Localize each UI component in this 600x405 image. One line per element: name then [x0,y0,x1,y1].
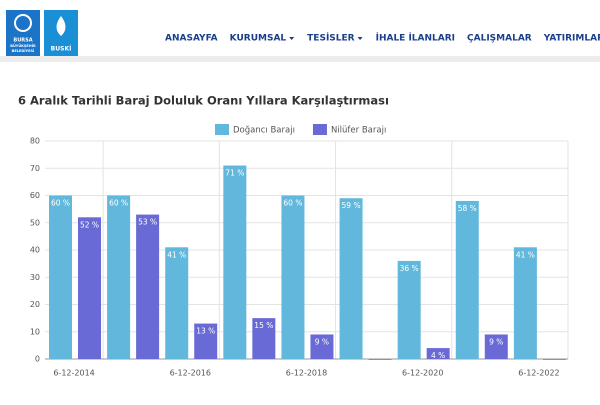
value-label: 59 % [342,201,361,210]
bar [339,198,363,359]
y-tick-label: 70 [30,164,40,173]
bar [542,359,566,360]
y-tick-label: 60 [30,191,40,200]
dropdown-caret [357,37,363,40]
value-label: 58 % [458,204,477,213]
y-tick-label: 40 [30,246,40,255]
bar [513,247,537,359]
nav-item[interactable]: KURUMSAL [230,34,287,44]
nav-item[interactable]: ANASAYFA [165,34,218,44]
y-tick-label: 10 [30,327,40,336]
x-tick-label: 6-12-2016 [170,369,211,378]
value-label: 60 % [51,199,70,208]
value-label: 71 % [225,169,244,178]
legend-label: Doğancı Barajı [233,126,295,136]
value-label: 36 % [400,264,419,273]
bar [281,195,305,359]
logo-text: BÜYÜKŞEHİR [10,43,36,48]
x-tick-label: 6-12-2020 [402,369,443,378]
bar [223,165,247,359]
bar [252,318,276,359]
nav-item[interactable]: ÇALIŞMALAR [467,34,532,44]
x-tick-label: 6-12-2014 [53,369,94,378]
legend-label: Nilüfer Barajı [331,126,386,136]
value-label: 4 % [431,351,445,360]
bar [310,334,334,359]
bar [136,214,160,359]
value-label: 13 % [196,327,215,336]
bar [455,200,479,359]
logo-bursa[interactable] [6,10,40,56]
nav-item[interactable]: YATIRIMLAR [543,34,600,44]
bar [426,348,450,359]
bar [107,195,131,359]
header [0,0,600,56]
bar [49,195,72,359]
bar [78,217,101,359]
y-tick-label: 50 [30,218,40,227]
bar [194,323,218,359]
header-shadow [0,56,600,62]
logo-text: BURSA [13,38,32,44]
value-label: 53 % [138,218,157,227]
nav-item[interactable]: TESİSLER [307,33,354,44]
legend-swatch [215,124,229,135]
dropdown-caret [289,37,295,40]
bar [165,247,189,359]
logo-emblem [14,14,32,32]
y-tick-label: 20 [30,300,40,309]
x-tick-label: 6-12-2018 [286,369,327,378]
chart-title: 6 Aralık Tarihli Baraj Doluluk Oranı Yıl… [18,94,389,108]
value-label: 60 % [109,199,128,208]
legend-swatch [312,124,327,135]
y-tick-label: 80 [30,137,40,146]
logo-text: BELEDİYESİ [12,48,35,53]
y-tick-label: 0 [35,355,40,364]
value-label: 52 % [80,220,99,229]
y-tick-label: 30 [30,273,40,282]
logo-drop [56,16,66,36]
bar [397,260,421,359]
value-label: 9 % [315,337,329,346]
bar [484,334,508,359]
bar [368,359,392,360]
logo-text: BUSKİ [51,46,72,53]
value-label: 9 % [489,337,503,346]
x-tick-label: 6-12-2022 [518,369,559,378]
nav-item[interactable]: İHALE İLANLARI [376,33,455,44]
value-label: 60 % [283,199,302,208]
value-label: 41 % [167,250,186,259]
value-label: 15 % [254,321,273,330]
value-label: 41 % [516,250,535,259]
